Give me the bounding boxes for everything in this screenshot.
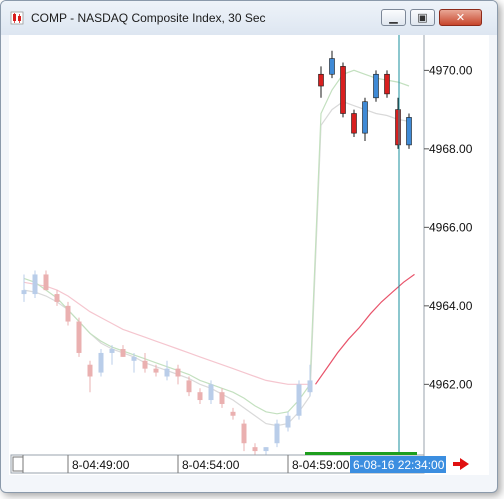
candle-body [21,290,27,295]
candle-body [329,58,335,75]
candle-body [263,447,269,452]
candle-body [340,66,346,114]
moving-average-red-line [315,273,415,385]
candle-body [230,411,236,416]
candle-body [373,73,379,99]
chart-background [9,35,489,475]
price-axis[interactable]: 4970.00 4968.00 4966.00 4964.00 4962.00 [424,63,473,391]
moving-average-pink-line [23,281,310,385]
maximize-icon: ▣ [417,11,428,24]
candle-body [142,360,148,369]
candle-body [87,364,93,377]
candle-body [208,384,214,401]
candlestick-chart[interactable]: 4970.00 4968.00 4966.00 4964.00 4962.00 8-04… [9,35,489,475]
minimize-button[interactable]: ▁ [381,9,406,26]
cursor-time-label: 6-08-16 22:34:00 [353,458,445,472]
maximize-button[interactable]: ▣ [410,9,435,26]
time-label: 8-04:59:00 [292,458,350,472]
candle-body [54,294,60,302]
candle-body [395,109,401,146]
price-tick-label: 4968.00 [429,142,473,156]
cursor-time-tag [350,456,446,473]
price-tick-label: 4966.00 [429,220,473,234]
candle-body [384,73,390,95]
price-tick-label: 4962.00 [429,377,473,391]
candle-body [241,423,247,444]
minimize-icon: ▁ [389,11,398,24]
candlestick-app-icon [10,11,24,25]
close-button[interactable]: ✕ [439,9,482,26]
candle-body [318,73,324,87]
chart-area[interactable]: 4970.00 4968.00 4966.00 4964.00 4962.00 8-04… [9,35,489,475]
candle-body [274,423,280,444]
candle-body [175,368,181,377]
candle-body [32,274,38,295]
close-icon: ✕ [455,11,466,24]
scroll-box[interactable] [12,456,24,472]
candle-body [164,368,170,377]
price-tick-label: 4970.00 [429,63,473,77]
candle-body [98,352,104,373]
candle-body [252,447,258,452]
plot-area [21,35,415,459]
candle-body [65,305,71,322]
title-bar[interactable]: COMP - NASDAQ Composite Index, 30 Sec ▁ … [1,1,497,35]
candle-body [109,349,115,353]
candle-body [131,356,137,361]
candle-body [362,101,368,134]
candle-body [186,380,192,393]
candle-body [296,384,302,416]
volume-indicator-bar [305,452,417,455]
chart-window: COMP - NASDAQ Composite Index, 30 Sec ▁ … [0,0,498,493]
candle-body [153,368,159,373]
window-title: COMP - NASDAQ Composite Index, 30 Sec [31,11,266,25]
candle-body [43,274,49,291]
candle-body [197,392,203,401]
candle-body [406,117,412,146]
candle-body [307,380,313,393]
time-label: 8-04:54:00 [182,458,240,472]
scroll-right-arrow-icon[interactable] [453,458,469,470]
candle-body [351,113,357,134]
candle-body [76,321,82,353]
price-tick-label: 4964.00 [429,299,473,313]
time-axis[interactable]: 8-04:49:00 8-04:54:00 8-04:59:00 6-08-16… [10,452,469,474]
candle-body [219,392,225,404]
candle-body [285,415,291,428]
candle-body [120,349,126,357]
time-label: 8-04:49:00 [72,458,130,472]
